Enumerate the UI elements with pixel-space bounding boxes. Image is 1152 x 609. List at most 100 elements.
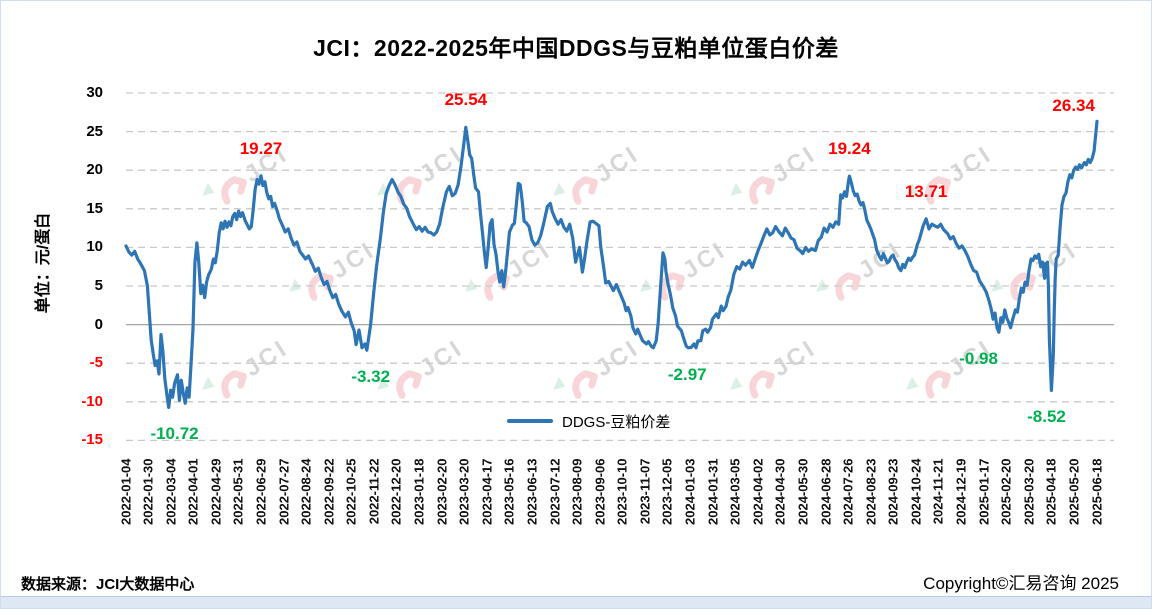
- y-tick-label: 10: [86, 238, 103, 256]
- watermark-jci-text: JCI: [591, 334, 645, 382]
- copyright-text: Copyright©汇易咨询 2025: [923, 574, 1119, 593]
- data-source-text: 数据来源：JCI大数据中心: [21, 576, 195, 593]
- watermark-pink-swoosh: [484, 272, 510, 301]
- watermark-green-triangle: [465, 278, 478, 292]
- watermark-green-triangle: [202, 376, 215, 390]
- watermark-pink-swoosh: [221, 370, 247, 399]
- watermark-green-triangle: [553, 376, 566, 390]
- jci-watermark: JCI: [628, 215, 756, 322]
- watermark-green-triangle: [377, 182, 390, 196]
- watermark-pink-swoosh: [572, 370, 598, 399]
- jci-watermark: JCI: [190, 313, 318, 420]
- x-tick-label: 2023-05-16: [501, 458, 517, 526]
- x-tick-label: 2024-11-21: [930, 458, 946, 525]
- x-tick-label: 2024-06-28: [818, 458, 834, 526]
- watermark-green-triangle: [730, 182, 743, 196]
- x-tick-label: 2022-03-04: [163, 458, 179, 526]
- x-tick-label: 2022-06-29: [253, 458, 269, 526]
- annotation-peak: 19.24: [828, 139, 871, 159]
- watermark-jci-text: JCI: [678, 236, 732, 284]
- jci-watermark: JCI: [541, 119, 669, 226]
- x-tick-label: 2024-10-24: [908, 458, 924, 526]
- x-tick-label: 2024-01-03: [682, 458, 698, 526]
- y-tick-label: 20: [86, 161, 103, 179]
- x-tick-label: 2025-04-18: [1043, 458, 1059, 526]
- annotation-trough: -10.72: [150, 424, 199, 444]
- x-tick-label: 2023-09-06: [592, 458, 608, 526]
- watermark-pink-swoosh: [396, 176, 422, 205]
- watermark-green-triangle: [553, 182, 566, 196]
- watermark-jci-text: JCI: [415, 334, 469, 382]
- y-tick-label: -10: [81, 392, 103, 410]
- x-tick-label: 2024-04-02: [750, 458, 766, 526]
- annotation-peak: 13.71: [904, 181, 948, 201]
- watermark-green-triangle: [640, 278, 653, 292]
- watermark-pink-swoosh: [1010, 272, 1036, 301]
- watermark-green-triangle: [202, 182, 215, 196]
- x-tick-label: 2023-01-18: [411, 458, 427, 526]
- watermark-green-triangle: [816, 278, 829, 292]
- annotation-peak: 26.34: [1052, 96, 1095, 116]
- chart-title: JCI：2022-2025年中国DDGS与豆粕单位蛋白价差: [313, 35, 839, 61]
- x-tick-label: 2025-01-17: [976, 458, 992, 526]
- annotation-trough: -0.98: [959, 349, 998, 369]
- watermark-pink-swoosh: [925, 370, 951, 399]
- annotation-trough: -2.97: [667, 364, 707, 384]
- watermark-pink-swoosh: [572, 176, 598, 205]
- watermark-jci-text: JCI: [327, 236, 381, 284]
- x-tick-label: 2024-08-23: [863, 458, 879, 526]
- watermark-jci-text: JCI: [768, 334, 822, 382]
- x-tick-label: 2024-07-26: [840, 458, 856, 526]
- x-tick-label: 2022-10-25: [343, 458, 359, 526]
- x-tick-label: 2022-11-22: [366, 458, 382, 525]
- x-tick-label: 2023-07-12: [547, 458, 563, 526]
- watermark-pink-swoosh: [659, 272, 685, 301]
- x-tick-label: 2022-04-01: [185, 458, 201, 526]
- y-axis-title: 单位：元/蛋白: [35, 212, 52, 314]
- y-tick-label: 15: [86, 199, 103, 217]
- watermark-jci-text: JCI: [503, 236, 557, 284]
- watermark-pink-swoosh: [308, 272, 334, 301]
- annotation-peak: 25.54: [444, 90, 488, 110]
- legend: DDGS-豆粕价差: [507, 411, 670, 431]
- x-tick-label: 2024-12-19: [953, 458, 969, 526]
- x-tick-label: 2023-03-20: [456, 458, 472, 526]
- legend-label: DDGS-豆粕价差: [562, 413, 671, 431]
- x-tick-label: 2023-08-09: [569, 458, 585, 526]
- x-tick-label: 2024-01-31: [705, 458, 721, 526]
- x-tick-label: 2023-06-13: [524, 458, 540, 526]
- watermark-jci-text: JCI: [1029, 236, 1083, 284]
- x-tick-label: 2023-02-20: [434, 458, 450, 526]
- x-tick-label: 2022-01-04: [118, 458, 133, 526]
- x-tick-label: 2022-12-20: [388, 458, 404, 526]
- y-tick-label: 0: [94, 315, 103, 333]
- annotation-trough: -3.32: [351, 367, 391, 387]
- jci-watermark: JCI: [894, 119, 1022, 226]
- x-tick-label: 2022-04-29: [208, 458, 224, 526]
- watermark-pink-swoosh: [749, 370, 775, 399]
- bottom-accent-bar: [1, 596, 1151, 608]
- y-tick-label: 30: [86, 84, 103, 101]
- x-tick-label: 2024-05-30: [795, 458, 811, 526]
- x-tick-label: 2024-04-30: [772, 458, 788, 526]
- x-tick-label: 2025-03-20: [1021, 458, 1037, 526]
- jci-watermark: JCI: [718, 119, 846, 226]
- annotation-peak: 19.27: [239, 138, 283, 158]
- x-tick-label: 2025-02-20: [998, 458, 1014, 526]
- x-tick-label: 2023-04-17: [479, 458, 495, 526]
- x-tick-label: 2025-05-20: [1066, 458, 1082, 526]
- y-tick-label: -5: [89, 354, 103, 372]
- jci-watermark: JCI: [979, 215, 1107, 322]
- x-tick-label: 2022-08-24: [298, 458, 314, 526]
- x-tick-label: 2022-01-30: [140, 458, 156, 526]
- jci-watermark: JCI: [453, 215, 581, 322]
- annotation-trough: -8.52: [1027, 407, 1066, 427]
- x-tick-label: 2023-10-10: [614, 458, 630, 526]
- jci-watermark: JCI: [190, 119, 318, 226]
- jci-watermark: JCI: [718, 313, 846, 420]
- watermark-jci-text: JCI: [415, 140, 469, 188]
- x-tick-label: 2022-07-27: [276, 458, 292, 526]
- legend-line-swatch: [507, 419, 553, 423]
- jci-watermark: JCI: [804, 215, 932, 322]
